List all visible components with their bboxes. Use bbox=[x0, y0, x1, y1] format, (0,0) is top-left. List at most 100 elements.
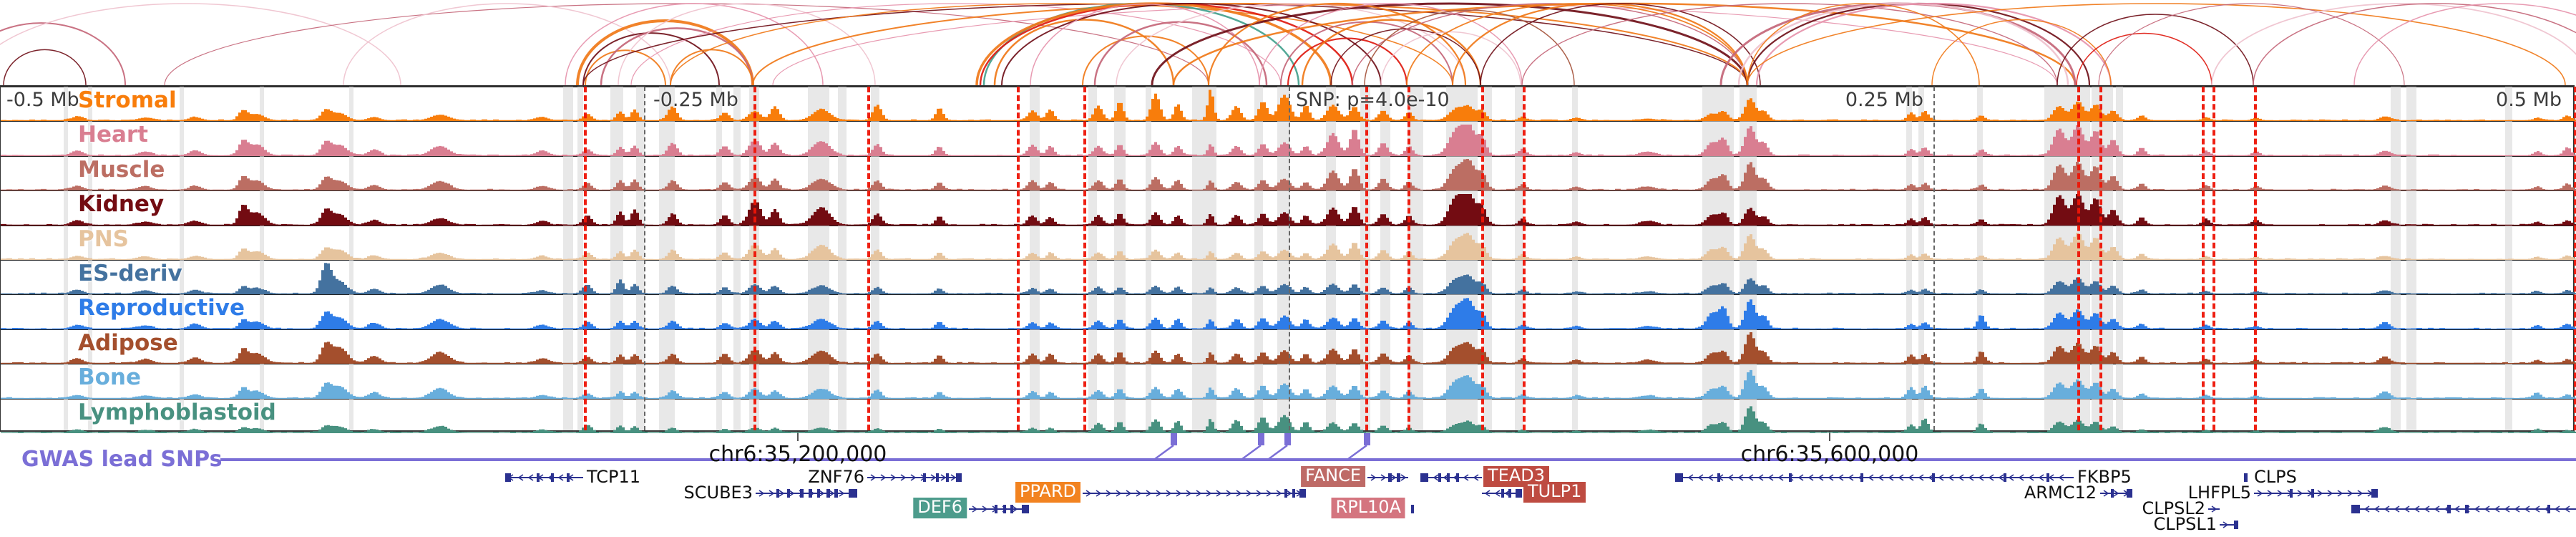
interaction-arc bbox=[1082, 35, 1209, 85]
gene-label-tcp11[interactable]: TCP11 bbox=[587, 467, 641, 487]
interaction-arc bbox=[975, 2, 1332, 85]
strand-arrow-icon bbox=[1085, 490, 1092, 497]
gene-exon bbox=[567, 473, 570, 482]
track-pns[interactable]: PNS bbox=[1, 225, 2576, 260]
gene-exon bbox=[1447, 473, 1450, 482]
gene-label-clps[interactable]: CLPS bbox=[2254, 467, 2297, 487]
gene-exon bbox=[1411, 505, 1414, 513]
gwas-snp-marker[interactable] bbox=[1284, 433, 1291, 445]
interaction-arc bbox=[2057, 14, 2254, 85]
gene-label-tulp1[interactable]: TULP1 bbox=[1523, 482, 1586, 503]
interaction-arc bbox=[1480, 3, 1761, 85]
track-es-deriv[interactable]: ES-deriv bbox=[1, 260, 2576, 295]
gwas-snp-line bbox=[2202, 87, 2205, 430]
signal-kidney bbox=[1, 193, 2576, 226]
strand-arrow-icon bbox=[2434, 505, 2440, 513]
interaction-arc bbox=[993, 19, 1175, 85]
interaction-arc bbox=[0, 3, 401, 85]
strand-arrow-icon bbox=[1156, 490, 1162, 497]
strand-arrow-icon bbox=[1146, 490, 1152, 497]
interaction-arc bbox=[1259, 3, 1523, 85]
strand-arrow-icon bbox=[2257, 490, 2263, 497]
gene-exon bbox=[2111, 489, 2114, 498]
strand-arrow-icon bbox=[2211, 505, 2218, 513]
interaction-arc bbox=[343, 3, 671, 85]
strand-arrow-icon bbox=[880, 474, 887, 481]
gene-exon bbox=[787, 489, 790, 498]
strand-arrow-icon bbox=[1463, 474, 1469, 481]
gene-label-lhfpl5[interactable]: LHFPL5 bbox=[2187, 483, 2251, 503]
strand-arrow-icon bbox=[1777, 474, 1784, 481]
gene-exon bbox=[1388, 473, 1392, 482]
gene-exon bbox=[551, 473, 554, 482]
interaction-arc bbox=[1737, 2, 2069, 85]
track-adipose[interactable]: Adipose bbox=[1, 329, 2576, 364]
strand-arrow-icon bbox=[2524, 505, 2530, 513]
gwas-snp-connector bbox=[1347, 444, 1367, 460]
strand-arrow-icon bbox=[527, 474, 534, 481]
track-lymphoblastoid[interactable]: Lymphoblastoid bbox=[1, 398, 2576, 433]
interaction-arc bbox=[630, 3, 1282, 85]
strand-arrow-icon bbox=[2327, 490, 2333, 497]
gene-label-ppard[interactable]: PPARD bbox=[1015, 482, 1080, 503]
strand-arrow-icon bbox=[2347, 490, 2353, 497]
strand-arrow-icon bbox=[2058, 474, 2064, 481]
gwas-snp-marker[interactable] bbox=[1171, 433, 1177, 445]
strand-arrow-icon bbox=[2113, 490, 2119, 497]
gene-exon bbox=[1932, 473, 1935, 482]
strand-arrow-icon bbox=[1697, 474, 1704, 481]
gene-label-fance[interactable]: FANCE bbox=[1301, 466, 1365, 488]
strand-arrow-icon bbox=[2038, 474, 2044, 481]
interaction-arc bbox=[576, 19, 754, 85]
strand-arrow-icon bbox=[1116, 490, 1122, 497]
strand-arrow-icon bbox=[1737, 474, 1744, 481]
track-label-bone: Bone bbox=[78, 364, 142, 391]
interaction-arc bbox=[1451, 2, 1749, 85]
gene-label-rpl10a[interactable]: RPL10A bbox=[1331, 498, 1405, 519]
strand-arrow-icon bbox=[2223, 521, 2229, 528]
strand-arrow-icon bbox=[1206, 490, 1212, 497]
strand-arrow-icon bbox=[1948, 474, 1954, 481]
gwas-snp-marker[interactable] bbox=[1364, 433, 1370, 445]
track-kidney[interactable]: Kidney bbox=[1, 190, 2576, 226]
gene-exon bbox=[1860, 473, 1863, 482]
gwas-snp-line bbox=[2574, 87, 2576, 430]
signal-adipose bbox=[1, 332, 2576, 364]
gene-label-def6[interactable]: DEF6 bbox=[913, 498, 967, 519]
interaction-arc bbox=[1364, 9, 1575, 85]
gene-exon bbox=[1501, 489, 1504, 498]
track-stromal[interactable]: Stromal bbox=[1, 87, 2576, 122]
signal-bone bbox=[1, 369, 2576, 399]
strand-arrow-icon bbox=[1888, 474, 1894, 481]
interaction-arc bbox=[2253, 3, 2576, 85]
signal-muscle bbox=[1, 159, 2576, 191]
gene-label-clpsl2[interactable]: CLPSL2 bbox=[2142, 498, 2205, 518]
gene-label-znf76[interactable]: ZNF76 bbox=[808, 467, 864, 487]
strand-arrow-icon bbox=[1898, 474, 1904, 481]
strand-arrow-icon bbox=[839, 490, 845, 497]
gwas-snp-marker[interactable] bbox=[1258, 433, 1264, 445]
signal-heart bbox=[1, 124, 2576, 156]
strand-arrow-icon bbox=[2297, 490, 2303, 497]
coordinate-gridline bbox=[1933, 87, 1935, 430]
gene-label-fkbp5[interactable]: FKBP5 bbox=[2077, 467, 2132, 487]
strand-arrow-icon bbox=[930, 474, 937, 481]
strand-arrow-icon bbox=[1908, 474, 1914, 481]
axis-label-snp: SNP: p=4.0e-10 bbox=[1296, 89, 1450, 111]
gene-label-scube3[interactable]: SCUBE3 bbox=[683, 483, 753, 503]
track-heart[interactable]: Heart bbox=[1, 121, 2576, 156]
gene-label-armc12[interactable]: ARMC12 bbox=[2024, 483, 2097, 503]
track-bone[interactable]: Bone bbox=[1, 364, 2576, 399]
strand-arrow-icon bbox=[1838, 474, 1844, 481]
track-muscle[interactable]: Muscle bbox=[1, 155, 2576, 191]
gene-label-clpsl1[interactable]: CLPSL1 bbox=[2153, 514, 2217, 534]
gwas-snp-connector bbox=[1268, 444, 1288, 460]
gene-exon bbox=[2127, 489, 2132, 498]
strand-arrow-icon bbox=[1958, 474, 1964, 481]
interaction-arc bbox=[164, 3, 1209, 85]
interaction-arc bbox=[752, 3, 1748, 85]
strand-arrow-icon bbox=[1246, 490, 1252, 497]
track-reproductive[interactable]: Reproductive bbox=[1, 294, 2576, 329]
gene-models bbox=[505, 432, 2576, 529]
